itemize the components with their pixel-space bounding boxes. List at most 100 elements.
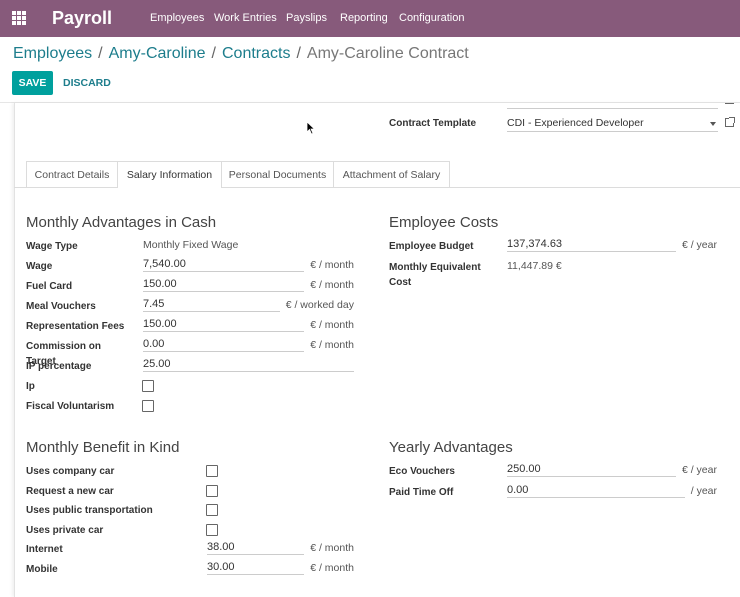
field-unit: € / month: [310, 339, 354, 352]
breadcrumb-link[interactable]: Contracts: [221, 45, 291, 62]
field-label: Ip: [26, 381, 35, 393]
select-value: Chief Executive Officer BE: [507, 103, 631, 106]
input-field[interactable]: 250.00 € / year: [507, 463, 717, 477]
tab[interactable]: Attachment of Salary: [333, 161, 450, 187]
field-unit: € / month: [310, 542, 354, 554]
menu-item[interactable]: Configuration: [399, 12, 465, 24]
field-label: Request a new car: [26, 485, 114, 497]
checkbox[interactable]: [142, 400, 154, 413]
field-value: 0.00: [507, 484, 685, 498]
section-title: Monthly Advantages in Cash: [26, 214, 217, 231]
select-field[interactable]: CDI - Experienced Developer: [507, 117, 718, 132]
form-sheet: [14, 103, 740, 597]
field-label: Fiscal Voluntarism: [26, 401, 115, 413]
section-title: Yearly Advantages: [389, 439, 513, 456]
field-value: 38.00: [207, 541, 305, 555]
input-field[interactable]: 150.00 € / month: [143, 318, 354, 333]
breadcrumb-link[interactable]: Employees: [13, 45, 93, 62]
field-value: 137,374.63: [507, 238, 676, 252]
field-value: 30.00: [207, 561, 305, 575]
input-field[interactable]: 150.00 € / month: [143, 278, 354, 293]
input-field[interactable]: 7,540.00 € / month: [143, 258, 354, 273]
field-unit: € / month: [310, 279, 354, 292]
input-field[interactable]: 7.45 € / worked day: [143, 298, 354, 313]
input-field[interactable]: 30.00 € / month: [207, 561, 354, 575]
field-label: Representation Fees: [26, 321, 125, 333]
field-unit: € / month: [310, 319, 354, 332]
app-name[interactable]: Payroll: [52, 8, 113, 28]
divider: [0, 102, 740, 103]
field-label: Commission on Target: [26, 341, 102, 368]
external-link[interactable]: [725, 103, 734, 104]
checkbox[interactable]: [142, 380, 154, 393]
menu-item[interactable]: Reporting: [340, 12, 388, 24]
mouse-cursor: [306, 121, 316, 135]
external-link[interactable]: [725, 117, 735, 127]
tab[interactable]: Contract Details: [26, 161, 118, 187]
menu-item[interactable]: Employees: [150, 12, 205, 24]
field-value: 7,540.00: [143, 258, 305, 273]
field-label: Paid Time Off: [389, 486, 454, 498]
field-unit: € / year: [681, 464, 717, 476]
top-fields: Job Position Chief Executive Officer BE Co…: [0, 103, 740, 143]
section-title: Monthly Benefit in Kind: [26, 439, 180, 456]
checkbox[interactable]: [206, 504, 218, 516]
select-value: CDI - Experienced Developer: [507, 117, 644, 129]
discard-button[interactable]: DISCARD: [63, 77, 111, 89]
breadcrumb-separator: /: [296, 45, 301, 62]
input-field[interactable]: 0.00 € / month: [143, 338, 354, 353]
field-label: Uses company car: [26, 466, 115, 477]
field-value: 150.00: [143, 278, 305, 293]
apps-icon[interactable]: [12, 11, 26, 25]
field-label: Wage Type: [26, 241, 78, 252]
field-label: Eco Vouchers: [389, 466, 455, 477]
field-value: Monthly Fixed Wage: [143, 239, 239, 251]
menu-item[interactable]: Work Entries: [214, 12, 277, 24]
tab-line: [14, 187, 740, 188]
field-label: IP percentage: [26, 361, 92, 373]
menu-item[interactable]: Payslips: [286, 12, 327, 24]
field-label: Job Position: [389, 103, 449, 106]
breadcrumb-separator: /: [211, 45, 216, 62]
field-unit: / year: [690, 484, 717, 497]
breadcrumb-current: Amy-Caroline Contract: [306, 45, 469, 62]
checkbox[interactable]: [206, 484, 218, 497]
field-label: Meal Vouchers: [26, 301, 96, 313]
navbar: Payroll Employees Work Entries Payslips Rep…: [0, 0, 740, 37]
checkbox[interactable]: [206, 523, 218, 536]
dropdown-caret: [710, 122, 716, 126]
input-field[interactable]: 0.00 / year: [507, 484, 717, 498]
input-field[interactable]: 137,374.63 € / year: [507, 238, 717, 252]
breadcrumb-link[interactable]: Amy-Caroline: [108, 45, 206, 62]
input-field[interactable]: 25.00: [143, 358, 354, 373]
save-button[interactable]: SAVE: [12, 71, 53, 95]
tab[interactable]: Personal Documents: [221, 161, 334, 187]
field-value: 25.00: [143, 358, 354, 373]
field-label: Mobile: [26, 563, 58, 575]
breadcrumb-separator: /: [98, 45, 103, 62]
field-unit: € / year: [681, 239, 717, 251]
field-value: 7.45: [143, 298, 280, 313]
field-label: Uses private car: [26, 524, 104, 536]
checkbox[interactable]: [206, 465, 218, 477]
field-label: Internet: [26, 544, 63, 555]
field-label: Fuel Card: [26, 281, 73, 293]
field-unit: € / month: [310, 259, 354, 272]
field-label: Contract Template: [389, 118, 477, 129]
input-field[interactable]: 38.00 € / month: [207, 541, 354, 555]
tab[interactable]: Salary Information: [117, 161, 222, 188]
field-value: 11,447.89 €: [507, 259, 562, 272]
section-title: Employee Costs: [389, 214, 499, 231]
field-value: 0.00: [143, 338, 305, 353]
field-unit: € / worked day: [285, 299, 354, 312]
field-label: Uses public transportation: [26, 505, 153, 516]
field-value: 250.00: [507, 463, 676, 477]
field-label: Monthly Equivalent Cost: [389, 261, 481, 288]
field-label: Employee Budget: [389, 241, 474, 252]
field-unit: € / month: [310, 561, 354, 574]
external-link-arrow: [729, 117, 735, 123]
select-field[interactable]: Chief Executive Officer BE: [507, 103, 718, 109]
field-value: 150.00: [143, 318, 305, 333]
field-label: Wage: [26, 261, 53, 273]
